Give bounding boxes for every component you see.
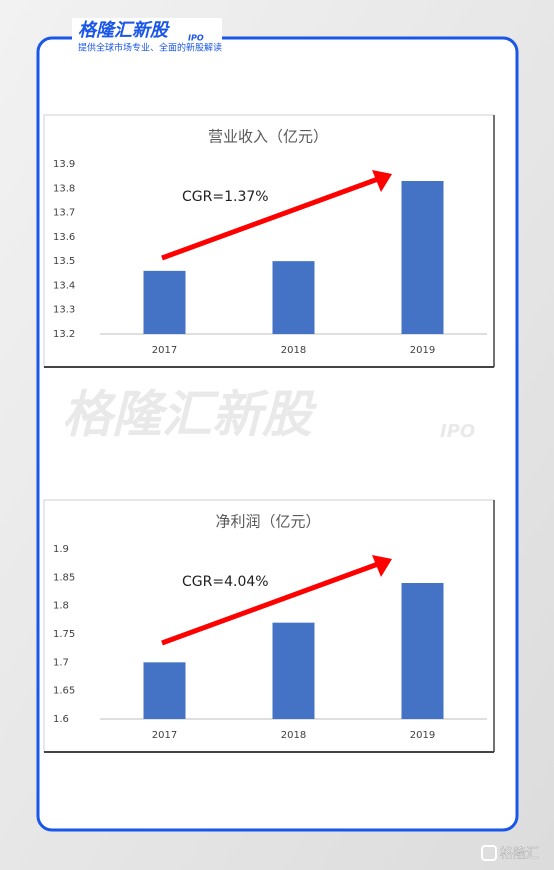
bar (401, 583, 444, 719)
y-tick-label: 1.75 (53, 629, 75, 640)
y-tick-label: 1.6 (53, 714, 69, 725)
y-tick-label: 13.8 (53, 183, 75, 194)
y-tick-label: 13.9 (53, 159, 75, 170)
chart-title: 净利润（亿元） (215, 513, 320, 531)
brand: 格隆汇新股 (78, 20, 170, 41)
footer-logo: 格隆汇 (500, 846, 539, 862)
x-tick-label: 2018 (281, 730, 306, 741)
annotation: CGR=1.37% (182, 189, 269, 205)
x-tick-label: 2017 (152, 730, 177, 741)
y-tick-label: 13.4 (53, 280, 75, 291)
x-tick-label: 2019 (410, 730, 435, 741)
y-tick-label: 1.85 (53, 572, 75, 583)
trend-arrowhead (372, 170, 392, 192)
bar (272, 261, 315, 334)
y-tick-label: 1.7 (53, 657, 69, 668)
annotation: CGR=4.04% (182, 574, 269, 590)
bar (272, 622, 315, 719)
bar (143, 270, 186, 334)
x-tick-label: 2017 (152, 345, 177, 356)
watermark-tag: IPO (440, 421, 475, 442)
y-tick-label: 13.5 (53, 256, 75, 267)
y-tick-label: 1.9 (53, 544, 69, 555)
trend-arrow (161, 561, 379, 646)
y-tick-label: 1.8 (53, 601, 69, 612)
brand-tag: IPO (188, 34, 204, 43)
header-bg (72, 18, 222, 58)
y-tick-label: 13.6 (53, 232, 75, 243)
x-tick-label: 2019 (410, 345, 435, 356)
y-tick-label: 13.2 (53, 329, 75, 340)
subtitle: 提供全球市场专业、全面的新股解读 (78, 42, 222, 54)
y-tick-label: 13.7 (53, 208, 75, 219)
y-tick-label: 13.3 (53, 305, 75, 316)
trend-arrowhead (372, 555, 392, 577)
bar (143, 662, 186, 719)
y-tick-label: 1.65 (53, 686, 75, 697)
trend-arrow (161, 176, 379, 261)
chart-title: 营业收入（亿元） (208, 128, 328, 146)
footer-icon (481, 845, 497, 861)
bar (401, 181, 444, 334)
x-tick-label: 2018 (281, 345, 306, 356)
watermark: 格隆汇新股 (62, 386, 317, 444)
